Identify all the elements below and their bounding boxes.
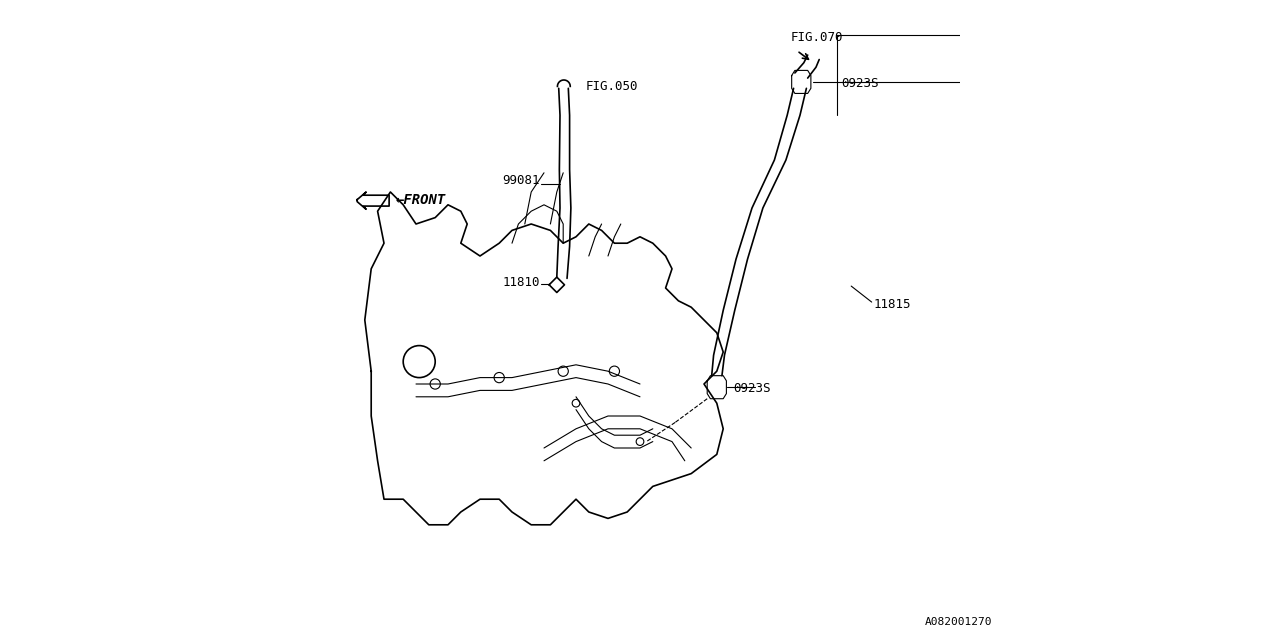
Text: A082001270: A082001270 [924, 617, 992, 627]
Text: 99081: 99081 [502, 174, 540, 187]
Text: 0923S: 0923S [842, 77, 879, 90]
Text: 0923S: 0923S [732, 382, 771, 395]
Text: FIG.050: FIG.050 [585, 80, 639, 93]
Text: 11810: 11810 [502, 276, 540, 289]
Text: ←FRONT: ←FRONT [396, 193, 445, 207]
Text: 11815: 11815 [874, 298, 911, 310]
Text: FIG.070: FIG.070 [791, 31, 844, 44]
